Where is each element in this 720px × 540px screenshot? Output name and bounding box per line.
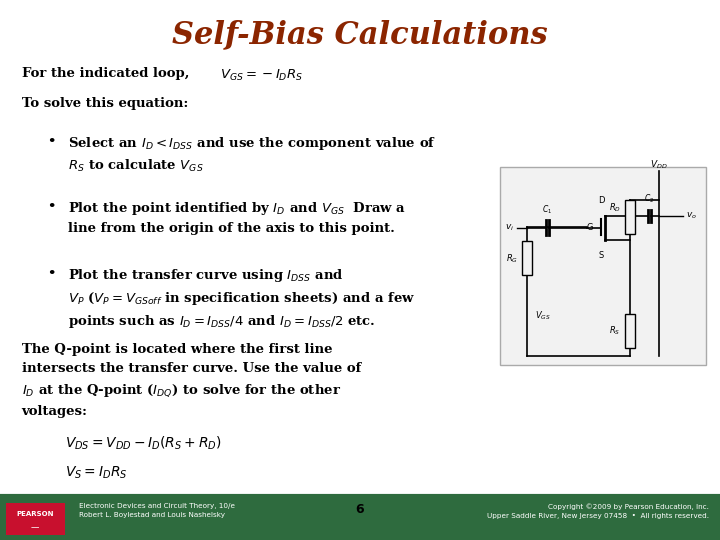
Bar xyxy=(522,241,532,275)
Text: $R_D$: $R_D$ xyxy=(608,201,621,214)
Text: $V_{DD}$: $V_{DD}$ xyxy=(650,159,667,171)
Text: G: G xyxy=(586,224,593,232)
Text: $V_{GS}$: $V_{GS}$ xyxy=(535,309,551,322)
Bar xyxy=(6,503,65,535)
Text: $V_S = I_D R_S$: $V_S = I_D R_S$ xyxy=(65,464,127,481)
Text: To solve this equation:: To solve this equation: xyxy=(22,97,188,110)
Text: $C_1$: $C_1$ xyxy=(542,204,552,216)
Text: $R_G$: $R_G$ xyxy=(506,253,518,266)
Text: Electronic Devices and Circuit Theory, 10/e
Robert L. Boylestad and Louis Nashel: Electronic Devices and Circuit Theory, 1… xyxy=(79,503,235,518)
Text: •: • xyxy=(47,267,55,280)
Text: $V_{DS} = V_{DD} - I_D(R_S + R_D)$: $V_{DS} = V_{DD} - I_D(R_S + R_D)$ xyxy=(65,435,222,452)
Text: Self-Bias Calculations: Self-Bias Calculations xyxy=(172,19,548,50)
Text: $V_{GS} = -I_D R_S$: $V_{GS} = -I_D R_S$ xyxy=(220,68,303,83)
Bar xyxy=(625,200,635,234)
Text: $v_o$: $v_o$ xyxy=(685,211,697,221)
Text: The Q-point is located where the first line
intersects the transfer curve. Use t: The Q-point is located where the first l… xyxy=(22,343,361,417)
Text: •: • xyxy=(47,135,55,148)
Text: For the indicated loop,: For the indicated loop, xyxy=(22,68,189,80)
Text: S: S xyxy=(598,251,604,260)
Text: •: • xyxy=(47,200,55,213)
Text: Plot the transfer curve using $I_{DSS}$ and
$V_P$ ($V_P = V_{GSoff}$ in specific: Plot the transfer curve using $I_{DSS}$ … xyxy=(68,267,415,330)
Text: Plot the point identified by $I_D$ and $V_{GS}$  Draw a
line from the origin of : Plot the point identified by $I_D$ and $… xyxy=(68,200,407,235)
Text: $R_S$: $R_S$ xyxy=(609,324,621,337)
Text: $v_i$: $v_i$ xyxy=(505,222,514,233)
Bar xyxy=(500,167,706,364)
Text: PEARSON: PEARSON xyxy=(17,511,54,517)
Text: Copyright ©2009 by Pearson Education, Inc.
Upper Saddle River, New Jersey 07458 : Copyright ©2009 by Pearson Education, In… xyxy=(487,503,709,519)
Text: Select an $I_D < I_{DSS}$ and use the component value of
$R_S$ to calculate $V_{: Select an $I_D < I_{DSS}$ and use the co… xyxy=(68,135,436,174)
Text: $C_2$: $C_2$ xyxy=(644,193,654,205)
Text: 6: 6 xyxy=(356,503,364,516)
Bar xyxy=(625,314,635,348)
Bar xyxy=(0,496,720,540)
Text: D: D xyxy=(598,196,605,205)
Text: $V_D = V_{DS} + V_S = V_{DD} - V_{RD}$: $V_D = V_{DS} + V_S = V_{DD} - V_{RD}$ xyxy=(65,494,240,510)
Text: —: — xyxy=(31,524,40,532)
